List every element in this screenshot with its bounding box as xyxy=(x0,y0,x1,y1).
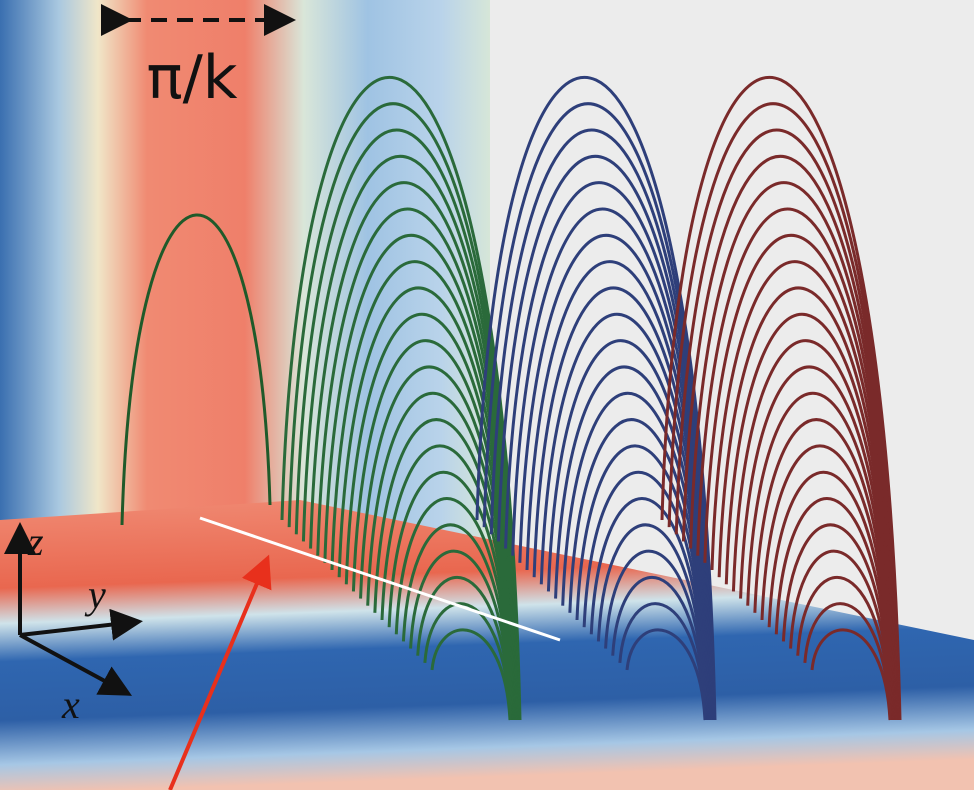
y-label: y xyxy=(84,572,106,617)
figure: π/k z y x xyxy=(0,0,974,790)
z-label: z xyxy=(27,519,44,564)
field-wall xyxy=(0,0,490,560)
page: π/k z y x (() => { const data = JSON.par… xyxy=(0,0,974,790)
x-label: x xyxy=(61,682,80,727)
wavelength-label: π/k xyxy=(146,43,237,113)
